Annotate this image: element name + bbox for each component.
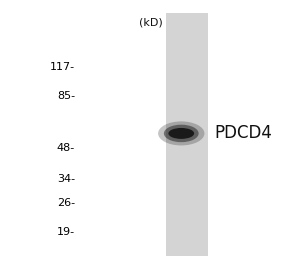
Ellipse shape — [164, 125, 199, 142]
Bar — [166, 13, 208, 256]
Ellipse shape — [158, 121, 204, 145]
Text: (kD): (kD) — [139, 18, 162, 28]
Text: PDCD4: PDCD4 — [214, 124, 272, 142]
Ellipse shape — [168, 128, 194, 139]
